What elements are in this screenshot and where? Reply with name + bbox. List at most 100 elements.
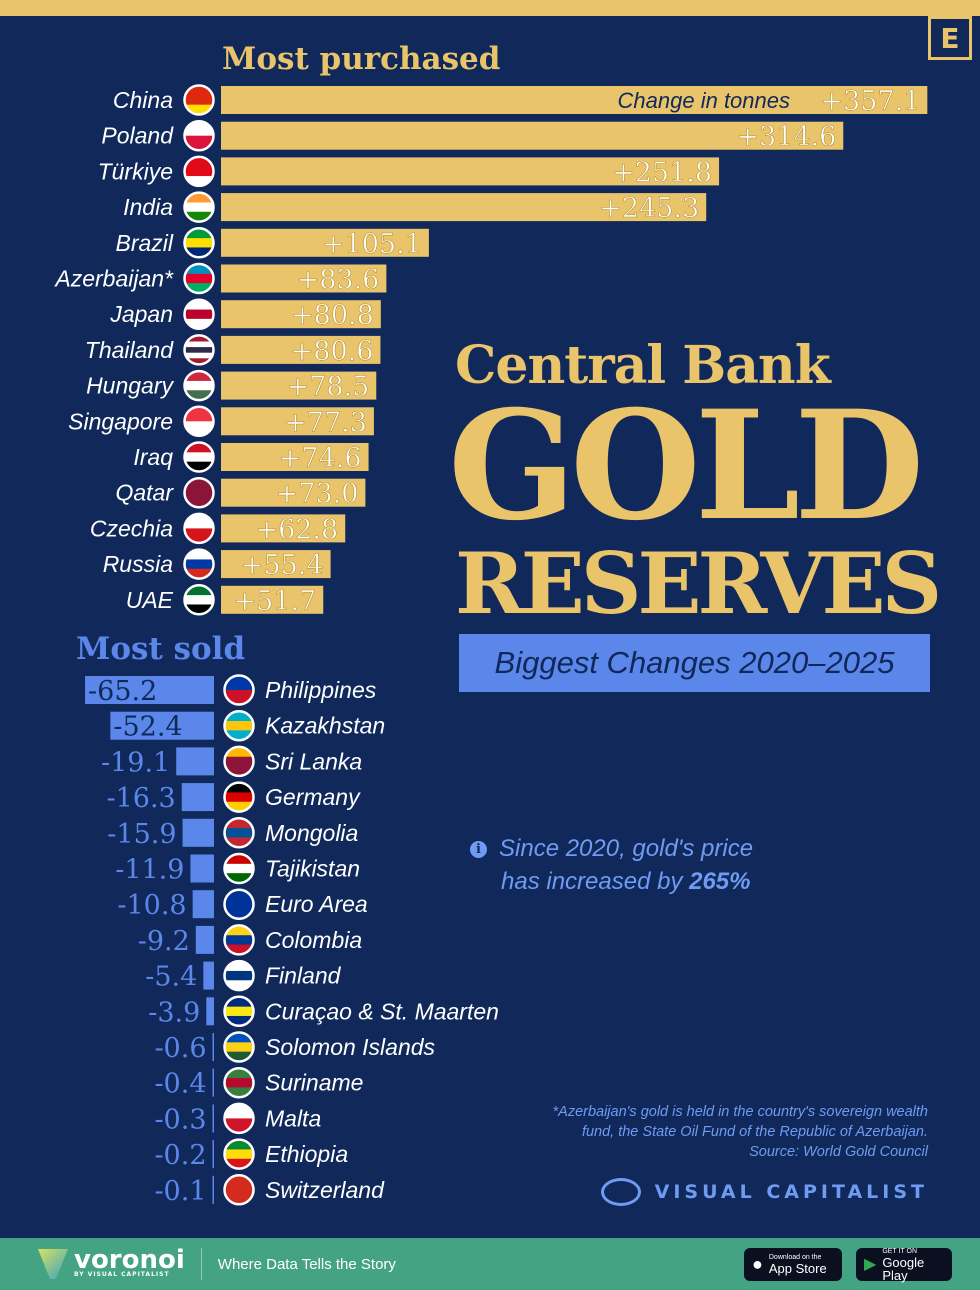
bar-sold — [212, 1104, 214, 1133]
flag-icon-s3 — [223, 781, 255, 813]
flag-stripe — [185, 300, 213, 311]
flag-stripe — [225, 837, 253, 847]
value-label: +77.3 — [284, 407, 367, 438]
bar-sold — [195, 925, 214, 954]
bar-purchased — [221, 300, 381, 329]
flag-stripe — [225, 721, 253, 731]
value-label: +80.8 — [291, 300, 374, 331]
flag-stripe — [185, 273, 213, 284]
play-icon: ▶ — [864, 1256, 877, 1273]
info-icon: i — [470, 841, 487, 858]
flag-icon-s14 — [223, 1174, 255, 1206]
country-label: Finland — [265, 963, 342, 989]
flag-icon-p4 — [183, 227, 215, 259]
flag-icon-p5 — [183, 262, 215, 295]
value-label: -5.4 — [145, 962, 197, 993]
flag-stripe — [185, 166, 213, 177]
value-label: -9.2 — [138, 926, 190, 957]
bar-purchased — [221, 407, 374, 436]
flag-stripe — [225, 970, 253, 981]
country-label: Philippines — [265, 677, 377, 703]
value-label: +105.1 — [322, 229, 422, 260]
flag-border — [183, 191, 215, 223]
value-label: -16.3 — [107, 783, 176, 814]
country-label: Tajikistan — [265, 856, 360, 882]
google-play-button[interactable]: ▶ GET IT ON Google Play — [856, 1248, 952, 1282]
value-label: -0.1 — [154, 1176, 206, 1207]
flag-stripe — [225, 890, 253, 901]
flag-stripe — [225, 1118, 253, 1133]
bar-purchased — [221, 514, 346, 543]
flag-icon-p0 — [183, 84, 215, 116]
flag-stripe — [225, 863, 253, 874]
flag-stripe — [225, 854, 253, 865]
flag-stripe — [225, 1006, 253, 1017]
section-title-purchased: Most purchased — [222, 41, 500, 77]
flag-stripe — [185, 559, 213, 570]
bar-sold — [212, 1033, 214, 1061]
country-label: Japan — [109, 301, 173, 327]
flag-stripe — [225, 766, 253, 776]
bar-sold — [181, 783, 214, 812]
flag-border — [223, 709, 255, 742]
voronoi-icon — [38, 1249, 68, 1279]
bar-purchased — [221, 443, 369, 471]
flag-border — [183, 584, 215, 616]
country-label: India — [123, 194, 173, 220]
value-label: +55.4 — [241, 550, 324, 581]
voronoi-logo[interactable]: voronoi BY VISUAL CAPITALIST — [38, 1247, 185, 1279]
country-label: Iraq — [133, 444, 173, 470]
bar-purchased — [221, 264, 387, 293]
flag-stripe — [185, 176, 213, 186]
bar-purchased — [221, 550, 331, 579]
flag-stripe — [185, 104, 213, 114]
flag-stripe — [225, 730, 253, 740]
flag-border — [183, 155, 215, 188]
flag-stripe — [225, 792, 253, 803]
value-label: -10.8 — [117, 890, 186, 921]
flag-stripe — [225, 1194, 253, 1204]
flag-border — [183, 262, 215, 295]
flag-icon-p6 — [183, 298, 215, 330]
flag-stripe — [185, 121, 213, 137]
country-label: Suriname — [265, 1070, 363, 1096]
bar-sold — [212, 1175, 214, 1204]
flag-stripe — [225, 1175, 253, 1186]
flag-border — [183, 298, 215, 330]
value-label: +73.0 — [276, 479, 359, 510]
price-note: i Since 2020, gold's price has increased … — [470, 832, 753, 898]
flag-icon-p7 — [183, 334, 215, 366]
flag-icon-p13 — [183, 548, 215, 580]
flag-stripe — [225, 1033, 253, 1043]
flag-stripe — [185, 309, 213, 320]
flag-stripe — [225, 1051, 253, 1061]
value-label: +245.3 — [599, 193, 699, 224]
flag-stripe — [185, 157, 213, 168]
value-label: -0.6 — [154, 1033, 206, 1064]
flag-border — [223, 674, 255, 706]
flag-icon-s13 — [223, 1138, 255, 1170]
flag-stripe — [185, 352, 213, 359]
flag-icon-p11 — [183, 476, 215, 509]
flag-stripe — [225, 1078, 253, 1088]
bar-purchased — [221, 193, 707, 222]
divider — [200, 1248, 202, 1280]
value-label: +314.6 — [736, 122, 836, 153]
publisher-logo: VISUAL CAPITALIST — [600, 1178, 928, 1206]
app-store-button[interactable]: ● Download on the App Store — [744, 1248, 842, 1281]
flag-border — [223, 1031, 255, 1063]
bar-sold — [182, 818, 214, 847]
flag-icon-s7 — [223, 924, 255, 956]
flag-stripe — [185, 341, 213, 348]
title-line3: RESERVES — [455, 534, 942, 633]
bar-purchased — [221, 371, 377, 400]
flag-stripe — [185, 358, 213, 364]
flag-stripe — [225, 1042, 253, 1053]
flag-stripe — [225, 801, 253, 812]
bar-purchased — [221, 86, 928, 114]
flag-border — [183, 334, 215, 366]
flag-stripe — [185, 238, 213, 248]
flag-stripe — [185, 421, 213, 436]
bar-purchased — [221, 157, 720, 186]
flag-icon-p8 — [183, 369, 215, 402]
